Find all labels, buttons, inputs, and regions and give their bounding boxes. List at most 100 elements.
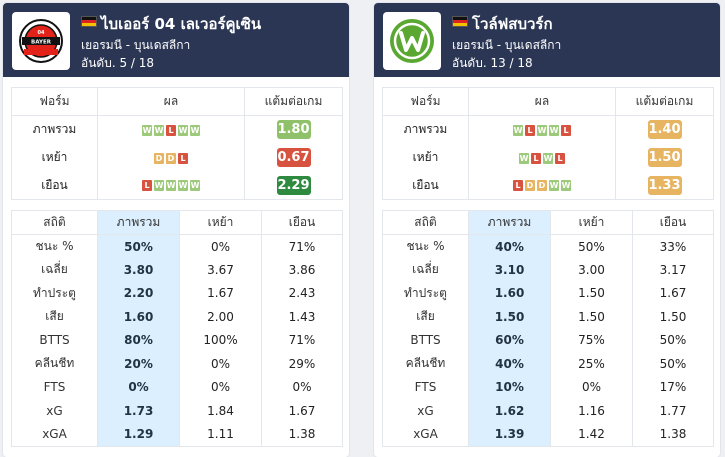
stat-label: BTTS: [11, 328, 98, 352]
stats-row: คลีนชีท 40% 25% 50%: [382, 352, 714, 376]
form-row-label: เหย้า: [382, 143, 469, 172]
stat-away: 3.86: [261, 258, 343, 282]
form-row-label: เยือน: [11, 171, 98, 200]
stat-away: 2.43: [261, 281, 343, 305]
result-badge[interactable]: W: [513, 124, 523, 136]
team-name[interactable]: โวล์ฟสบวร์ก: [472, 15, 553, 33]
result-badge[interactable]: D: [166, 152, 176, 164]
stat-label: เฉลี่ย: [11, 258, 98, 282]
form-table: ฟอร์ม ผล แต้มต่อเกม ภาพรวม W L W W L 1.40 เหย้า…: [382, 87, 714, 200]
stat-overall: 10%: [468, 375, 551, 399]
result-badge[interactable]: D: [154, 152, 164, 164]
stat-away: 1.77: [632, 399, 714, 423]
stat-home: 1.16: [550, 399, 633, 423]
stats-header-away[interactable]: เยือน: [632, 210, 714, 235]
stat-overall: 3.80: [97, 258, 180, 282]
league-name[interactable]: เยอรมนี - บุนเดสลีกา: [81, 38, 191, 52]
team-header: BAYER 04 ไบเออร์ 04 เลเวอร์คูเซิน เยอรมน…: [3, 3, 349, 77]
form-row: ภาพรวม W L W W L 1.40: [382, 115, 714, 144]
team-logo[interactable]: [383, 12, 441, 70]
stat-overall: 1.39: [468, 422, 551, 447]
result-badge[interactable]: W: [154, 124, 164, 136]
form-header-ppg: แต้มต่อเกม: [615, 87, 714, 116]
result-badge[interactable]: L: [555, 152, 565, 164]
form-header-label: ฟอร์ม: [11, 87, 98, 116]
stat-overall: 60%: [468, 328, 551, 352]
league-name[interactable]: เยอรมนี - บุนเดสลีกา: [452, 38, 562, 52]
stat-label: ชนะ %: [11, 234, 98, 258]
germany-flag-icon: [452, 16, 468, 27]
svg-text:04: 04: [38, 30, 45, 36]
stats-row: FTS 10% 0% 17%: [382, 375, 714, 399]
form-header-results: ผล: [468, 87, 616, 116]
result-badge[interactable]: W: [154, 180, 164, 192]
stat-label: คลีนชีท: [382, 352, 469, 376]
result-badge[interactable]: W: [561, 180, 571, 192]
stat-home: 0%: [179, 352, 262, 376]
stat-away: 1.50: [632, 305, 714, 329]
stat-overall: 1.60: [468, 281, 551, 305]
stat-label: FTS: [382, 375, 469, 399]
stats-row: xG 1.73 1.84 1.67: [11, 399, 343, 423]
result-badge[interactable]: L: [513, 180, 523, 192]
stats-row: ทำประตู 2.20 1.67 2.43: [11, 281, 343, 305]
stat-overall: 1.62: [468, 399, 551, 423]
result-badge[interactable]: D: [525, 180, 535, 192]
stats-header-overall[interactable]: ภาพรวม: [97, 210, 180, 235]
result-badge[interactable]: L: [531, 152, 541, 164]
team-logo[interactable]: BAYER 04: [12, 12, 70, 70]
stat-away: 1.67: [261, 399, 343, 423]
stat-away: 29%: [261, 352, 343, 376]
result-badge[interactable]: W: [166, 180, 176, 192]
result-badge[interactable]: L: [178, 152, 188, 164]
ppg-badge: 1.40: [647, 120, 682, 140]
result-badge[interactable]: W: [543, 152, 553, 164]
stats-row: xG 1.62 1.16 1.77: [382, 399, 714, 423]
stat-label: ทำประตู: [382, 281, 469, 305]
form-row: เยือน L D D W W 1.33: [382, 171, 714, 200]
result-badge[interactable]: W: [549, 180, 559, 192]
stats-header-home[interactable]: เหย้า: [550, 210, 633, 235]
stat-home: 0%: [550, 375, 633, 399]
result-badge[interactable]: L: [525, 124, 535, 136]
form-row: เหย้า D D L 0.67: [11, 143, 343, 172]
leverkusen-crest-icon: BAYER 04: [19, 19, 63, 63]
result-badge[interactable]: L: [142, 180, 152, 192]
stat-home: 1.84: [179, 399, 262, 423]
result-badge[interactable]: W: [537, 124, 547, 136]
ppg-cell: 0.67: [244, 143, 343, 172]
stats-table: สถิติ ภาพรวม เหย้า เยือน ชนะ % 50% 0% 71% เฉ…: [11, 210, 343, 447]
stat-away: 3.17: [632, 258, 714, 282]
stats-header-overall[interactable]: ภาพรวม: [468, 210, 551, 235]
result-badge[interactable]: L: [166, 124, 176, 136]
stat-overall: 40%: [468, 352, 551, 376]
stats-header-away[interactable]: เยือน: [261, 210, 343, 235]
stat-home: 1.50: [550, 281, 633, 305]
result-badge[interactable]: D: [537, 180, 547, 192]
form-row: ภาพรวม W W L W W 1.80: [11, 115, 343, 144]
result-badge[interactable]: L: [561, 124, 571, 136]
result-badge[interactable]: W: [178, 180, 188, 192]
result-badge[interactable]: W: [549, 124, 559, 136]
team-name[interactable]: ไบเออร์ 04 เลเวอร์คูเซิน: [101, 15, 262, 33]
stats-header-label: สถิติ: [382, 210, 469, 235]
result-badge[interactable]: W: [190, 124, 200, 136]
stat-label: ชนะ %: [382, 234, 469, 258]
result-badge[interactable]: W: [142, 124, 152, 136]
stat-overall: 0%: [97, 375, 180, 399]
stat-away: 50%: [632, 328, 714, 352]
stat-label: xG: [11, 399, 98, 423]
result-badge[interactable]: W: [190, 180, 200, 192]
stats-header-home[interactable]: เหย้า: [179, 210, 262, 235]
stat-home: 0%: [179, 375, 262, 399]
ppg-badge: 1.33: [647, 175, 682, 195]
stat-overall: 1.29: [97, 422, 180, 447]
result-badge[interactable]: W: [519, 152, 529, 164]
stat-away: 71%: [261, 234, 343, 258]
stat-label: เฉลี่ย: [382, 258, 469, 282]
result-badge[interactable]: W: [178, 124, 188, 136]
